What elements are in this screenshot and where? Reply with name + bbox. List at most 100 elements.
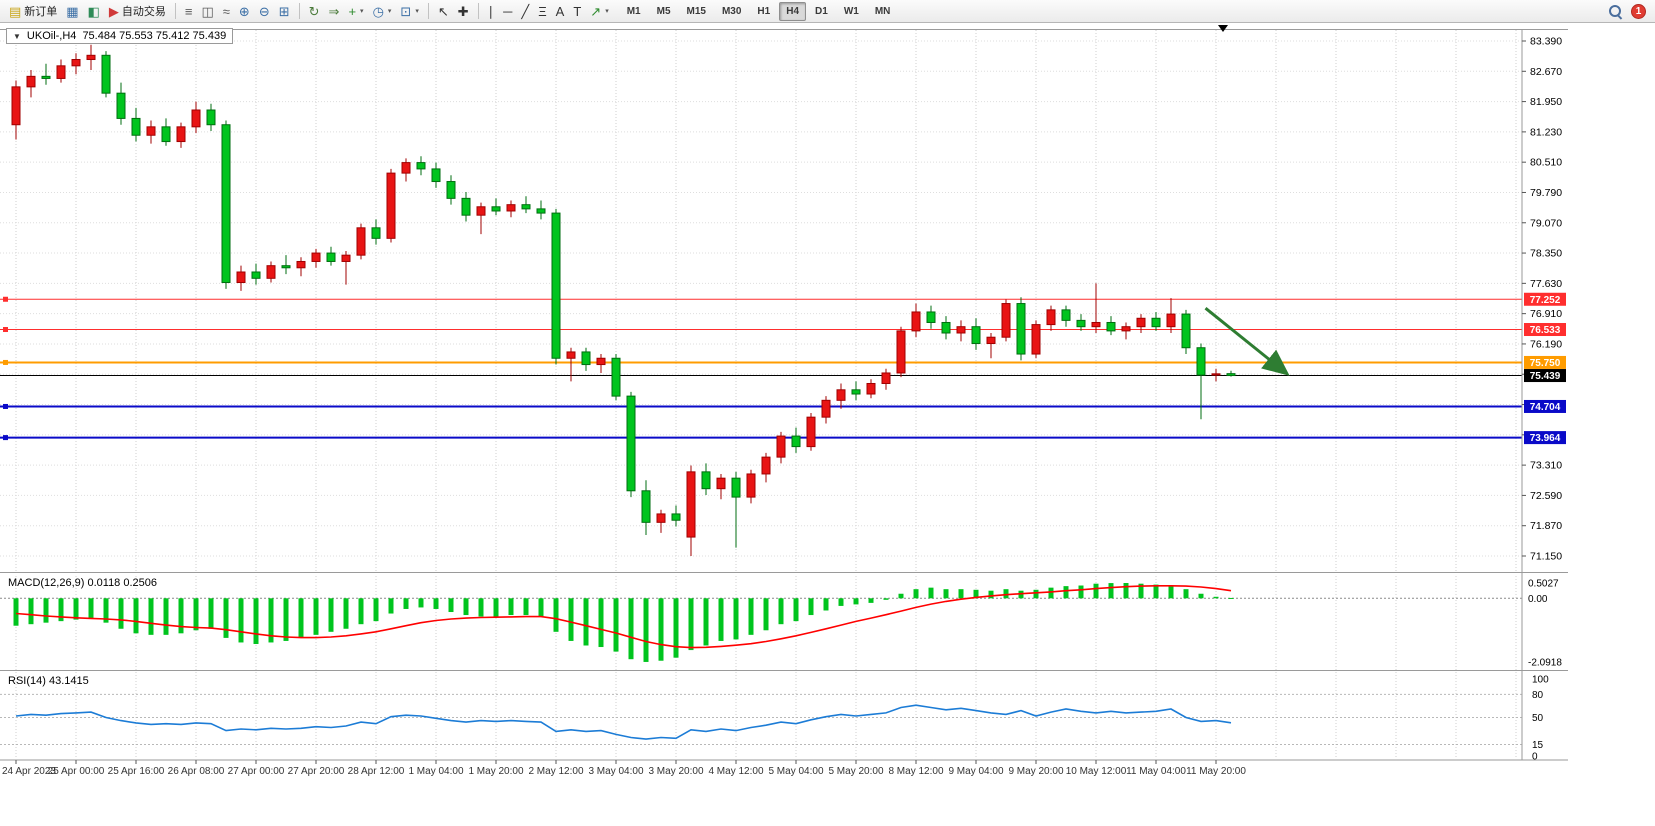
svg-text:71.870: 71.870 xyxy=(1530,520,1562,532)
current-price-badge xyxy=(1524,369,1566,383)
chart-area: MACD(12,26,9) 0.0118 0.2506 0.5027 0.00 -2.… xyxy=(0,23,1655,826)
chart-ohlc: 75.484 75.553 75.412 75.439 xyxy=(82,30,227,42)
svg-text:-2.0918: -2.0918 xyxy=(1528,658,1562,669)
text-icon: A xyxy=(555,3,565,19)
timeframe-d1[interactable]: D1 xyxy=(815,5,828,17)
chart-title-box[interactable]: ▼ UKOil-,H4 75.484 75.553 75.412 75.439 xyxy=(6,28,234,44)
timeframe-group: M1 M5 M15 M30 H1 H4 D1 W1 MN xyxy=(620,1,898,21)
label-button[interactable]: T xyxy=(569,1,585,21)
svg-text:77.630: 77.630 xyxy=(1530,278,1562,290)
chart-shift-button[interactable]: ⇒ xyxy=(325,1,344,21)
scroll-marker xyxy=(1218,25,1228,32)
text-button[interactable]: A xyxy=(552,1,569,21)
svg-text:11 May 20:00: 11 May 20:00 xyxy=(1186,766,1246,777)
horizontal-line-button[interactable]: ─ xyxy=(499,1,516,21)
toolbar-right: 1 xyxy=(1608,3,1650,19)
charts-window-button[interactable]: ▦ xyxy=(62,1,82,21)
svg-text:73.310: 73.310 xyxy=(1530,460,1562,472)
line-chart-button[interactable]: ≈ xyxy=(219,1,234,21)
svg-text:82.670: 82.670 xyxy=(1530,66,1562,78)
crosshair-button[interactable]: ✚ xyxy=(454,1,473,21)
price-badge xyxy=(1524,431,1566,445)
hline-handle xyxy=(3,327,8,333)
chevron-down-icon[interactable]: ▼ xyxy=(13,31,21,41)
timeframe-mn[interactable]: MN xyxy=(874,5,891,17)
svg-text:83.390: 83.390 xyxy=(1530,36,1562,48)
trendline-button[interactable]: ╱ xyxy=(517,1,533,21)
dropdown-arrow-icon: ▾ xyxy=(360,8,364,15)
market-watch-button[interactable]: ◧ xyxy=(84,1,104,21)
hline-handle xyxy=(3,403,8,409)
svg-text:0.00: 0.00 xyxy=(1528,594,1548,605)
svg-text:26 Apr 08:00: 26 Apr 08:00 xyxy=(168,766,225,777)
grid xyxy=(0,30,1522,758)
fibonacci-icon: Ξ xyxy=(538,3,547,19)
timeframe-m5[interactable]: M5 xyxy=(656,5,671,17)
svg-text:8 May 12:00: 8 May 12:00 xyxy=(888,766,943,777)
market-watch-icon: ◧ xyxy=(87,3,100,19)
auto-trading-button[interactable]: ▶ 自动交易 xyxy=(105,1,170,21)
bar-chart-button[interactable]: ≡ xyxy=(181,1,197,21)
periods-button[interactable]: ◷ ▾ xyxy=(369,1,396,21)
timeframe-h4[interactable]: H4 xyxy=(779,1,807,21)
auto-scroll-button[interactable]: ↻ xyxy=(305,1,324,21)
arrows-button[interactable]: ↗ ▾ xyxy=(586,1,612,21)
hline-handle xyxy=(3,359,8,365)
zoom-in-icon: ⊕ xyxy=(238,3,250,19)
horizontal-line-icon: ─ xyxy=(503,3,513,19)
cursor-button[interactable]: ↖ xyxy=(434,1,453,21)
zoom-out-icon: ⊖ xyxy=(258,3,270,19)
svg-text:100: 100 xyxy=(1532,675,1549,686)
bar-chart-icon: ≡ xyxy=(184,3,193,19)
tile-windows-icon: ⊞ xyxy=(278,3,290,19)
tile-windows-button[interactable]: ⊞ xyxy=(275,1,294,21)
macd-panel: MACD(12,26,9) 0.0118 0.2506 0.5027 0.00 -2.… xyxy=(0,577,1562,669)
timeframe-m15[interactable]: M15 xyxy=(686,5,706,17)
svg-text:81.230: 81.230 xyxy=(1530,126,1562,138)
vertical-line-button[interactable]: ∣ xyxy=(484,1,499,21)
fibonacci-button[interactable]: Ξ xyxy=(534,1,550,21)
timeframe-m30[interactable]: M30 xyxy=(721,5,742,17)
hline-handle xyxy=(3,296,8,302)
svg-text:15: 15 xyxy=(1532,740,1544,751)
trendline-icon: ╱ xyxy=(521,3,530,19)
svg-text:25 Apr 00:00: 25 Apr 00:00 xyxy=(48,766,105,777)
new-chart-icon: + xyxy=(348,3,357,19)
timeframe-h1[interactable]: H1 xyxy=(757,5,771,17)
label-icon: T xyxy=(573,3,582,19)
svg-text:5 May 20:00: 5 May 20:00 xyxy=(828,766,883,777)
new-order-button[interactable]: ▤ 新订单 xyxy=(5,1,61,21)
svg-text:73.964: 73.964 xyxy=(1530,433,1561,444)
zoom-in-button[interactable]: ⊕ xyxy=(235,1,254,21)
svg-text:77.252: 77.252 xyxy=(1530,295,1561,306)
macd-signal-line xyxy=(15,584,1232,649)
vertical-line-icon: ∣ xyxy=(487,3,495,19)
templates-button[interactable]: ⊡ ▾ xyxy=(396,1,422,21)
svg-text:80.510: 80.510 xyxy=(1530,157,1562,169)
new-chart-button[interactable]: + ▾ xyxy=(344,1,367,21)
svg-text:3 May 04:00: 3 May 04:00 xyxy=(588,766,643,777)
svg-text:50: 50 xyxy=(1532,713,1544,724)
hline-handle xyxy=(3,435,8,441)
svg-text:1 May 04:00: 1 May 04:00 xyxy=(408,766,463,777)
toolbar-groups: ▤ 新订单 ▦ ◧ ▶ 自动交易 ≡ ◫ ≈ ⊕ ⊖ ⊞ ↻ ⇒ + ▾ ◷ ▾ ⊡ ▾ ↖ ✚ ∣ ─ ╱ Ξ A T ↗ ▾ xyxy=(5,1,613,21)
macd-label: MACD(12,26,9) 0.0118 0.2506 xyxy=(8,577,157,589)
chart-svg[interactable]: MACD(12,26,9) 0.0118 0.2506 0.5027 0.00 -2.… xyxy=(0,23,1655,826)
timeframe-w1[interactable]: W1 xyxy=(843,5,859,17)
svg-text:5 May 04:00: 5 May 04:00 xyxy=(768,766,823,777)
timeframe-m1[interactable]: M1 xyxy=(626,5,641,17)
search-icon[interactable] xyxy=(1608,4,1623,19)
zoom-out-button[interactable]: ⊖ xyxy=(255,1,274,21)
svg-text:72.590: 72.590 xyxy=(1530,490,1562,502)
svg-text:79.070: 79.070 xyxy=(1530,217,1562,229)
price-badge xyxy=(1524,399,1566,413)
trend-arrow xyxy=(1204,307,1290,376)
crosshair-icon: ✚ xyxy=(457,3,469,19)
rsi-panel: RSI(14) 43.1415 100 80 50 150 xyxy=(0,675,1549,763)
svg-text:0.5027: 0.5027 xyxy=(1528,579,1559,590)
toolbar-separator xyxy=(174,3,176,19)
svg-text:2 May 12:00: 2 May 12:00 xyxy=(528,766,583,777)
candlestick-chart-button[interactable]: ◫ xyxy=(197,1,217,21)
svg-text:71.150: 71.150 xyxy=(1530,551,1562,563)
notification-badge[interactable]: 1 xyxy=(1631,3,1646,19)
